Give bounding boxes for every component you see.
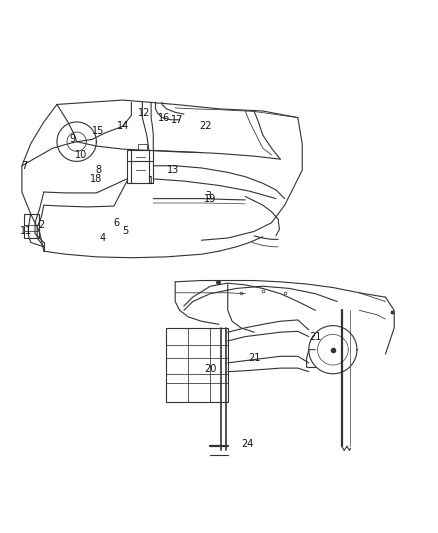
Text: 19: 19 <box>204 193 216 204</box>
Text: 8: 8 <box>95 165 102 175</box>
Text: 18: 18 <box>90 174 102 184</box>
Text: 12: 12 <box>138 108 151 118</box>
Text: 17: 17 <box>171 115 184 125</box>
Bar <box>127 150 153 183</box>
Text: 21: 21 <box>309 332 321 342</box>
Text: 7: 7 <box>21 161 27 171</box>
Text: 16: 16 <box>158 112 170 123</box>
Text: 11: 11 <box>20 227 32 237</box>
Text: 2: 2 <box>39 220 45 230</box>
Text: 6: 6 <box>113 217 119 228</box>
Text: 24: 24 <box>241 439 254 449</box>
Text: 21: 21 <box>248 353 260 364</box>
Text: 22: 22 <box>200 122 212 131</box>
Text: 13: 13 <box>167 165 179 175</box>
Text: 14: 14 <box>117 122 129 131</box>
Text: 9: 9 <box>69 134 75 144</box>
Text: 10: 10 <box>75 150 87 160</box>
Text: 20: 20 <box>204 365 216 374</box>
Bar <box>24 214 39 238</box>
Text: 1: 1 <box>148 176 154 186</box>
Text: 3: 3 <box>205 191 211 201</box>
Bar <box>166 328 228 402</box>
Text: 15: 15 <box>92 126 105 136</box>
Text: 4: 4 <box>100 233 106 243</box>
Text: 5: 5 <box>122 227 128 237</box>
